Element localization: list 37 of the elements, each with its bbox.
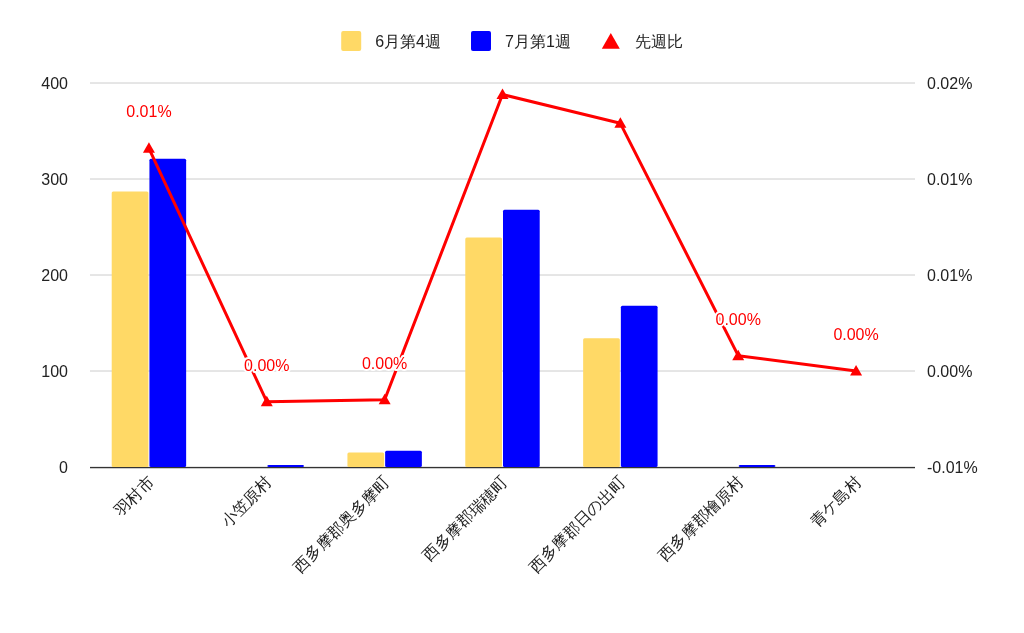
point [260,395,273,407]
y-tick-label: 400 [41,75,69,92]
bar [465,237,502,467]
bar [111,191,149,467]
point [142,142,155,153]
y-tick-label: 100 [41,363,69,380]
data-label: 0.01% [126,103,172,121]
bar [620,305,658,467]
point [732,349,745,361]
bar [385,450,422,467]
y2-tick-label: 0.02% [927,75,973,92]
y-tick-label: 300 [41,171,69,188]
x-tick-label: 羽村市 [110,473,158,520]
legend-label: 6月第4週 [375,33,441,50]
x-tick-label: 小笠原村 [217,473,275,531]
point [614,117,627,128]
x-tick-label: 西多摩郡檜原村 [655,473,747,565]
y-tick-label: 0 [59,459,69,476]
x-tick-label: 西多摩郡瑞穂町 [419,473,511,565]
bar [149,158,187,467]
point [496,88,509,100]
y2-tick-label: 0.00% [927,363,973,380]
y2-tick-label: -0.01% [927,459,978,476]
bar [347,452,385,467]
y-tick-label: 200 [41,267,69,284]
x-tick-label: 青ケ島村 [806,473,865,531]
point [850,365,863,376]
bar [503,209,540,467]
y2-tick-label: 0.01% [927,171,973,188]
legend-label: 7月第1週 [505,33,571,50]
legend-label: 先週比 [634,33,683,50]
bar [583,338,620,467]
y2-tick-label: 0.01% [927,267,973,284]
x-tick-label: 西多摩郡日の出町 [525,473,629,576]
x-tick-label: 西多摩郡奥多摩町 [290,473,393,576]
data-label: 0.00% [833,326,879,343]
point [378,393,391,405]
